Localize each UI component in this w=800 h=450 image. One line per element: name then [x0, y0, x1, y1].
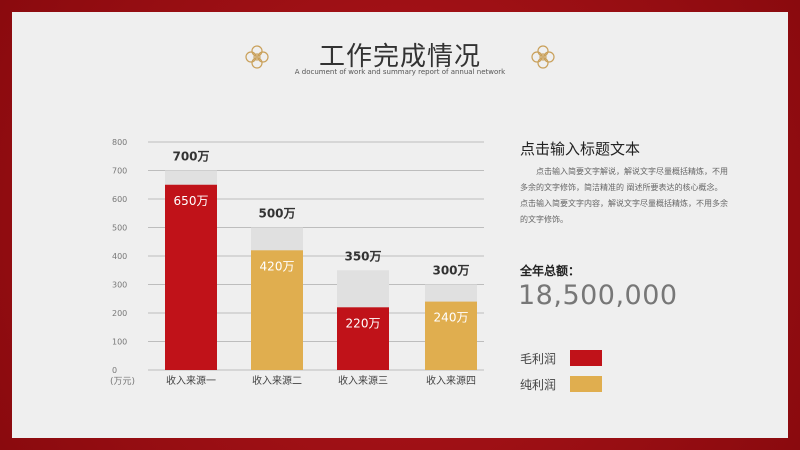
gross-data-label: 220万: [346, 316, 381, 330]
legend-swatch: [570, 350, 602, 366]
legend-label: 纯利润: [520, 378, 557, 392]
y-tick-label: 300: [112, 281, 127, 290]
y-tick-label: 700: [112, 167, 127, 176]
page-subtitle: A document of work and summary report of…: [294, 68, 506, 76]
side-body-text[interactable]: 点击输入简要文字解说，解说文字尽量概括精炼，不用多余的文字修饰，简洁精准的 阐述…: [520, 167, 728, 224]
x-tick-label: 收入来源二: [252, 374, 302, 387]
total-data-label: 300万: [432, 264, 469, 278]
total-data-label: 350万: [344, 249, 381, 263]
x-tick-label: 收入来源一: [166, 374, 216, 387]
y-tick-label: 0: [112, 366, 117, 375]
x-tick-label: 收入来源三: [338, 374, 388, 387]
gross-bar: [425, 301, 477, 370]
total-data-label: 700万: [172, 150, 209, 164]
gross-data-label: 240万: [434, 311, 469, 325]
y-tick-label: 100: [112, 338, 127, 347]
legend-label: 毛利润: [520, 352, 557, 366]
gross-data-label: 420万: [260, 259, 295, 273]
total-data-label: 500万: [258, 207, 295, 221]
gross-bar: [165, 184, 217, 370]
unit-label: (万元): [110, 377, 135, 387]
y-tick-label: 500: [112, 224, 127, 233]
page-title: 工作完成情况: [318, 42, 481, 72]
y-tick-label: 400: [112, 252, 127, 261]
bar-chart: 0 100 200 300 400 500 600 700 800 (万元) 700万 650万收入来…: [110, 138, 484, 387]
y-tick-label: 600: [112, 195, 127, 204]
gross-bar: [337, 307, 389, 370]
flower-ornament-icon: [245, 45, 269, 69]
total-value: 18,500,000: [518, 280, 678, 311]
flower-ornament-icon: [531, 45, 555, 69]
y-tick-label: 800: [112, 138, 127, 147]
gross-bar: [251, 250, 303, 370]
total-label: 全年总额：: [520, 264, 581, 278]
legend-swatch: [570, 376, 602, 392]
side-heading[interactable]: 点击输入标题文本: [520, 140, 641, 158]
x-tick-label: 收入来源四: [426, 374, 476, 387]
gross-data-label: 650万: [174, 194, 209, 208]
slide: 工作完成情况 A document of work and summary re…: [12, 12, 788, 438]
y-tick-label: 200: [112, 309, 127, 318]
